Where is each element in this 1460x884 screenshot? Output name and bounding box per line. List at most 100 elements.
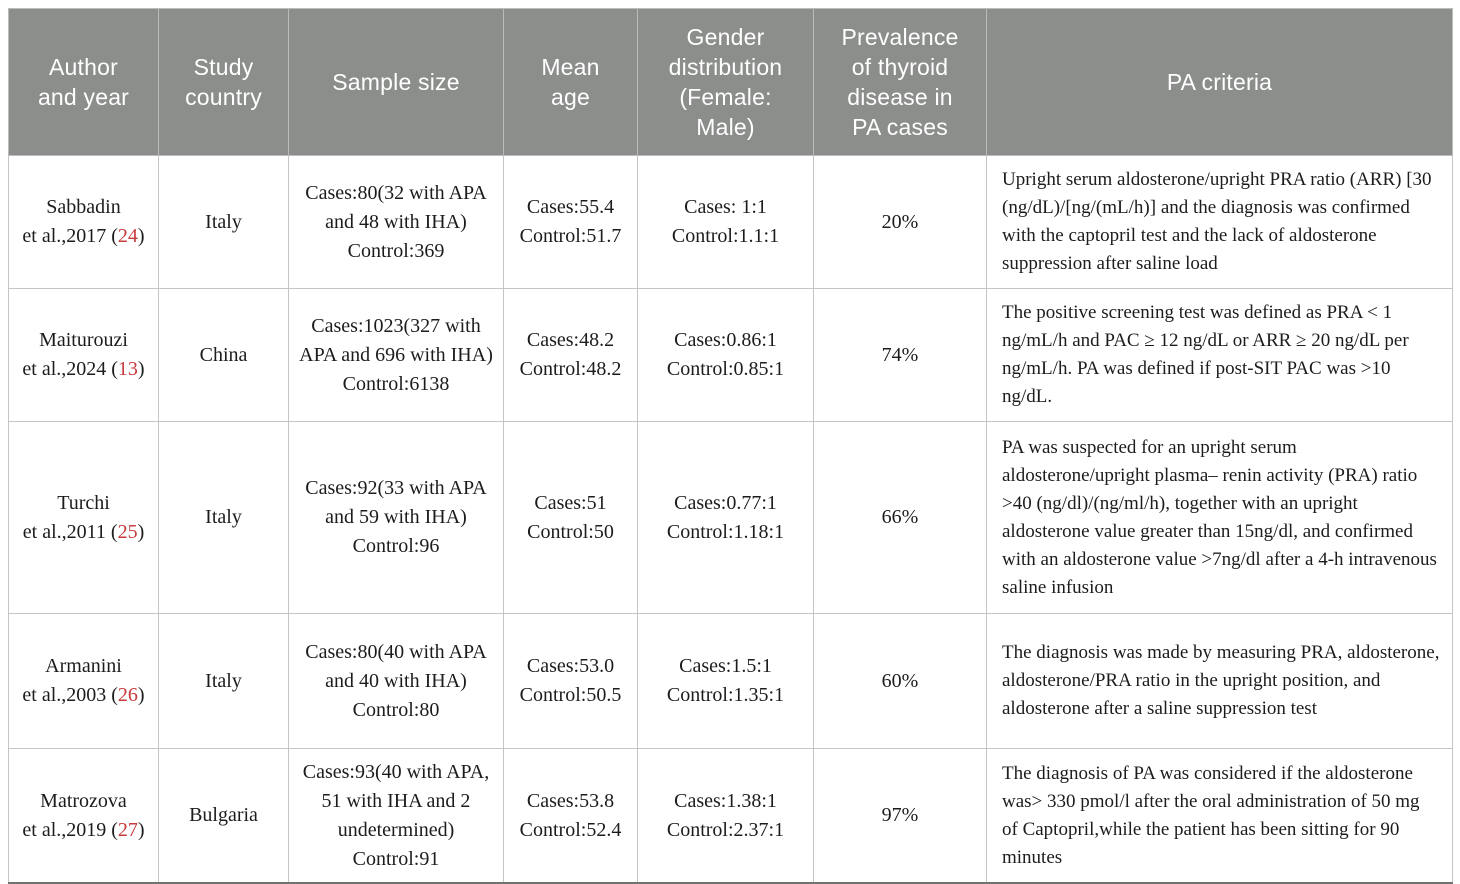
column-header-line: PA cases bbox=[852, 114, 948, 140]
gender-line: Control:0.85:1 bbox=[666, 358, 785, 380]
gender-cell: Cases: 1:1 Control:1.1:1 bbox=[637, 155, 814, 289]
citation-suffix: ) bbox=[137, 818, 145, 841]
studies-table-container: Author and year Study country Sample size Mea… bbox=[8, 8, 1453, 884]
author-citation: et al.,2003 (26) bbox=[19, 681, 148, 710]
mean-age-cell: Cases:53.0 Control:50.5 bbox=[503, 613, 638, 749]
gender-line: Cases: 1:1 bbox=[684, 196, 767, 218]
sample-size-line: Cases:93(40 with APA, 51 with IHA and 2 … bbox=[302, 760, 490, 841]
gender-cell: Cases:1.5:1 Control:1.35:1 bbox=[637, 613, 814, 749]
author-name: Maiturouzi bbox=[39, 329, 128, 351]
column-header-line: Prevalence bbox=[841, 24, 959, 50]
prevalence-cell: 66% bbox=[813, 421, 987, 614]
mean-age-cell: Cases:53.8 Control:52.4 bbox=[503, 748, 638, 884]
mean-age-line: Cases:53.0 bbox=[526, 655, 615, 677]
gender-cell: Cases:1.38:1 Control:2.37:1 bbox=[637, 748, 814, 884]
pa-studies-table: Author and year Study country Sample size Mea… bbox=[8, 8, 1453, 884]
column-header-line: disease in bbox=[847, 84, 953, 110]
column-header-sample-size: Sample size bbox=[288, 8, 504, 156]
country-cell: Italy bbox=[158, 421, 289, 614]
prevalence-cell: 74% bbox=[813, 288, 987, 422]
prevalence-cell: 97% bbox=[813, 748, 987, 884]
study-row: Matrozova et al.,2019 (27) Bulgaria Cases:9… bbox=[8, 748, 1453, 884]
gender-line: Cases:0.77:1 bbox=[674, 491, 777, 514]
author-citation: et al.,2019 (27) bbox=[19, 816, 148, 845]
sample-size-cell: Cases:80(40 with APA and 40 with IHA) Con… bbox=[288, 613, 504, 749]
sample-size-cell: Cases:93(40 with APA, 51 with IHA and 2 … bbox=[288, 748, 504, 884]
study-row: Maiturouzi et al.,2024 (13) China Cases:102… bbox=[8, 288, 1453, 422]
sample-size-line: Control:6138 bbox=[342, 372, 450, 395]
mean-age-line: Cases:48.2 bbox=[526, 329, 615, 351]
gender-line: Cases:0.86:1 bbox=[674, 329, 777, 351]
column-header-line: Author bbox=[49, 54, 118, 80]
author-citation: et al.,2024 (13) bbox=[19, 355, 148, 384]
author-name: Sabbadin bbox=[46, 196, 121, 218]
column-header-pa-criteria: PA criteria bbox=[986, 8, 1453, 156]
column-header-line: Mean bbox=[541, 54, 600, 80]
column-header-line: (Female: bbox=[679, 84, 772, 110]
sample-size-cell: Cases:80(32 with APA and 48 with IHA) Con… bbox=[288, 155, 504, 289]
author-cell: Maiturouzi et al.,2024 (13) bbox=[8, 288, 159, 422]
study-row: Turchi et al.,2011 (25) Italy Cases:92(33 w… bbox=[8, 421, 1453, 614]
mean-age-cell: Cases:51 Control:50 bbox=[503, 421, 638, 614]
country-cell: Italy bbox=[158, 155, 289, 289]
author-citation: et al.,2017 (24) bbox=[19, 222, 148, 251]
sample-size-line: Control:80 bbox=[352, 698, 440, 721]
reference-number: 27 bbox=[117, 818, 138, 841]
gender-cell: Cases:0.86:1 Control:0.85:1 bbox=[637, 288, 814, 422]
column-header-line: distribution bbox=[668, 54, 783, 80]
mean-age-line: Control:51.7 bbox=[519, 225, 622, 247]
gender-line: Control:2.37:1 bbox=[666, 818, 785, 841]
reference-number: 24 bbox=[117, 225, 138, 247]
gender-line: Control:1.1:1 bbox=[671, 225, 780, 247]
citation-suffix: ) bbox=[137, 520, 145, 543]
country-cell: China bbox=[158, 288, 289, 422]
study-row: Armanini et al.,2003 (26) Italy Cases:80(40… bbox=[8, 613, 1453, 749]
pa-criteria-cell: The diagnosis was made by measuring PRA,… bbox=[986, 613, 1453, 749]
column-header-line: of thyroid bbox=[851, 54, 949, 80]
gender-cell: Cases:0.77:1 Control:1.18:1 bbox=[637, 421, 814, 614]
mean-age-line: Cases:53.8 bbox=[526, 789, 615, 812]
sample-size-cell: Cases:1023(327 with APA and 696 with IHA… bbox=[288, 288, 504, 422]
citation-prefix: et al.,2019 ( bbox=[22, 818, 118, 841]
sample-size-line: Control:369 bbox=[347, 239, 445, 262]
column-header-line: age bbox=[551, 84, 590, 110]
pa-criteria-cell: The diagnosis of PA was considered if th… bbox=[986, 748, 1453, 884]
reference-number: 13 bbox=[117, 358, 138, 380]
citation-prefix: et al.,2003 ( bbox=[22, 684, 118, 706]
mean-age-line: Control:52.4 bbox=[519, 818, 622, 841]
pa-criteria-cell: PA was suspected for an upright serum al… bbox=[986, 421, 1453, 614]
column-header-gender-distribution: Gender distribution (Female: Male) bbox=[637, 8, 814, 156]
mean-age-line: Cases:51 bbox=[534, 491, 607, 514]
citation-prefix: et al.,2024 ( bbox=[22, 358, 118, 380]
column-header-line: Gender bbox=[686, 24, 765, 50]
column-header-mean-age: Mean age bbox=[503, 8, 638, 156]
pa-criteria-cell: The positive screening test was defined … bbox=[986, 288, 1453, 422]
mean-age-line: Control:48.2 bbox=[519, 358, 622, 380]
author-cell: Matrozova et al.,2019 (27) bbox=[8, 748, 159, 884]
column-header-line: Male) bbox=[696, 114, 755, 140]
column-header-line: Sample size bbox=[332, 69, 460, 95]
reference-number: 25 bbox=[117, 520, 138, 543]
citation-suffix: ) bbox=[137, 684, 145, 706]
author-name: Turchi bbox=[57, 491, 110, 514]
pa-criteria-cell: Upright serum aldosterone/upright PRA ra… bbox=[986, 155, 1453, 289]
citation-suffix: ) bbox=[137, 225, 145, 247]
mean-age-line: Control:50 bbox=[527, 520, 614, 543]
gender-line: Cases:1.38:1 bbox=[674, 789, 777, 812]
country-cell: Bulgaria bbox=[158, 748, 289, 884]
column-header-study-country: Study country bbox=[158, 8, 289, 156]
sample-size-line: Control:96 bbox=[352, 535, 440, 557]
prevalence-cell: 60% bbox=[813, 613, 987, 749]
citation-prefix: et al.,2017 ( bbox=[22, 225, 118, 247]
column-header-line: PA criteria bbox=[1166, 69, 1273, 95]
author-name: Armanini bbox=[45, 655, 122, 677]
country-cell: Italy bbox=[158, 613, 289, 749]
study-row: Sabbadin et al.,2017 (24) Italy Cases:80(32… bbox=[8, 155, 1453, 289]
gender-line: Control:1.35:1 bbox=[666, 684, 785, 706]
author-citation: et al.,2011 (25) bbox=[19, 518, 148, 547]
citation-suffix: ) bbox=[137, 358, 145, 380]
sample-size-line: Cases:92(33 with APA and 59 with IHA) bbox=[305, 477, 487, 528]
mean-age-cell: Cases:55.4 Control:51.7 bbox=[503, 155, 638, 289]
sample-size-cell: Cases:92(33 with APA and 59 with IHA) Con… bbox=[288, 421, 504, 614]
sample-size-line: Control:91 bbox=[352, 847, 440, 870]
